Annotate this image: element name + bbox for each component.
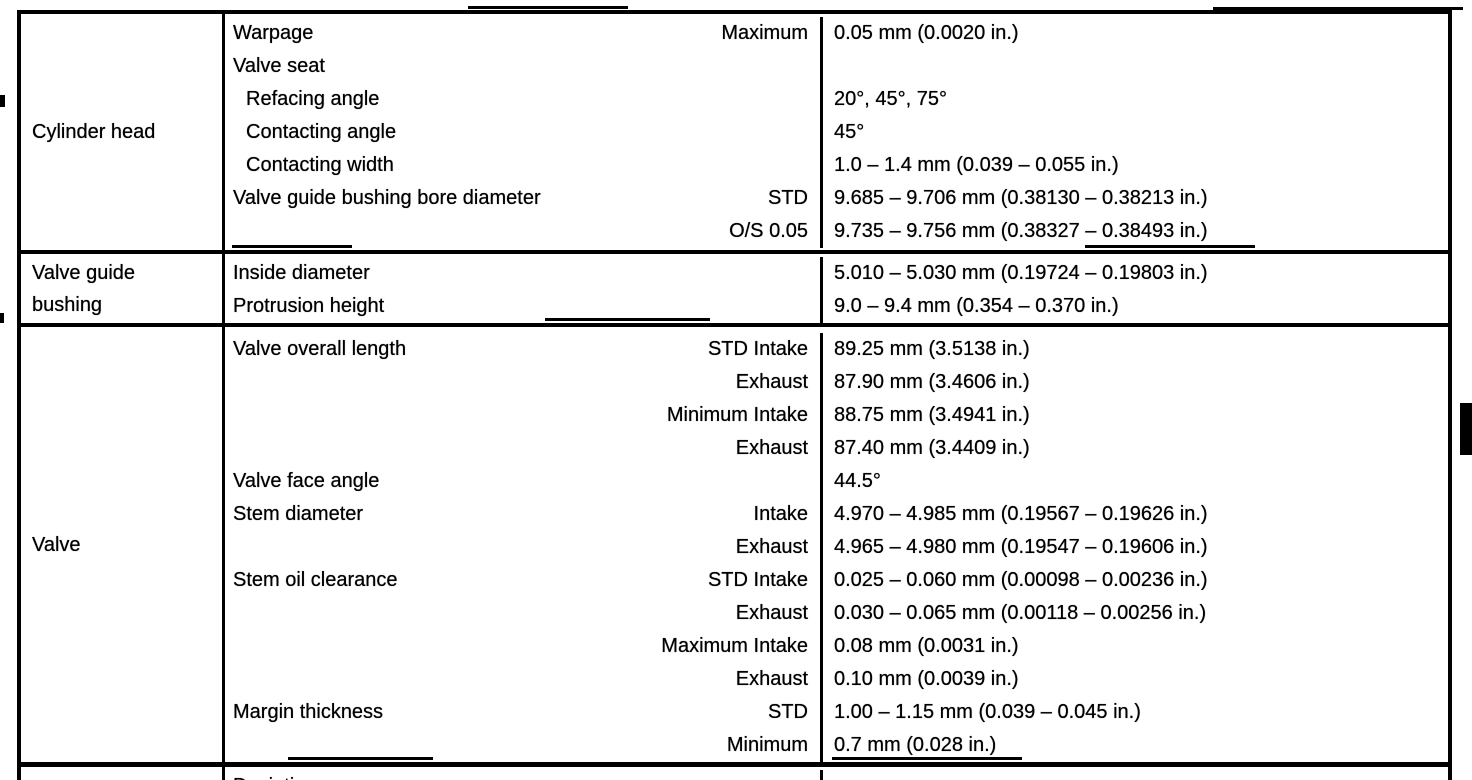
table-row: Valve seat bbox=[225, 50, 1448, 83]
scan-artifact bbox=[545, 318, 710, 321]
component-cell bbox=[21, 767, 225, 780]
table-row: Maximum Intake 0.08 mm (0.0031 in.) bbox=[225, 630, 1448, 663]
spec-value: 9.685 – 9.706 mm (0.38130 – 0.38213 in.) bbox=[834, 187, 1208, 209]
scan-artifact bbox=[1213, 7, 1463, 10]
spec-value: 89.25 mm (3.5138 in.) bbox=[834, 338, 1030, 360]
spec-value: 9.0 – 9.4 mm (0.354 – 0.370 in.) bbox=[834, 295, 1119, 317]
section-partial: Deviation bbox=[21, 762, 1448, 780]
section-rows: Inside diameter 5.010 – 5.030 mm (0.1972… bbox=[225, 254, 1448, 323]
spec-condition-label: STD bbox=[768, 701, 808, 723]
spec-value: 44.5° bbox=[834, 470, 881, 492]
spec-item-label: Deviation bbox=[233, 770, 316, 780]
spec-item-label: Inside diameter bbox=[233, 262, 370, 284]
table-row: Exhaust 4.965 – 4.980 mm (0.19547 – 0.19… bbox=[225, 531, 1448, 564]
spec-condition-label: Minimum bbox=[726, 734, 808, 756]
spec-condition-label: Exhaust bbox=[735, 602, 808, 624]
spec-item-label: Stem diameter bbox=[233, 503, 364, 525]
spec-item-label: Valve seat bbox=[233, 55, 325, 77]
table-row: Minimum Intake 88.75 mm (3.4941 in.) bbox=[225, 399, 1448, 432]
spec-value: 1.0 – 1.4 mm (0.039 – 0.055 in.) bbox=[834, 154, 1119, 176]
spec-condition-label: STD Intake bbox=[707, 569, 808, 591]
table-row: Protrusion height 9.0 – 9.4 mm (0.354 – … bbox=[225, 290, 1448, 323]
spec-item-label: Refacing angle bbox=[246, 88, 380, 110]
spec-value: 4.965 – 4.980 mm (0.19547 – 0.19606 in.) bbox=[834, 536, 1208, 558]
spec-condition-label: STD bbox=[768, 187, 808, 209]
spec-value: 5.010 – 5.030 mm (0.19724 – 0.19803 in.) bbox=[834, 262, 1208, 284]
spec-condition-label: STD Intake bbox=[707, 338, 808, 360]
spec-value: 0.7 mm (0.028 in.) bbox=[834, 734, 997, 756]
spec-value: 0.025 – 0.060 mm (0.00098 – 0.00236 in.) bbox=[834, 569, 1208, 591]
spec-value: 45° bbox=[834, 121, 865, 143]
section-cylinder-head: Cylinder head Warpage Maximum 0.05 mm (0.… bbox=[21, 14, 1448, 250]
spec-condition-label: Exhaust bbox=[735, 536, 808, 558]
scan-artifact bbox=[0, 313, 4, 323]
table-row: O/S 0.05 9.735 – 9.756 mm (0.38327 – 0.3… bbox=[225, 215, 1448, 248]
table-row: Exhaust 87.90 mm (3.4606 in.) bbox=[225, 366, 1448, 399]
spec-value: 20°, 45°, 75° bbox=[834, 88, 947, 110]
component-cell: Valve bbox=[21, 327, 225, 762]
spec-value: 9.735 – 9.756 mm (0.38327 – 0.38493 in.) bbox=[834, 220, 1208, 242]
scan-artifact bbox=[468, 6, 628, 9]
scan-artifact bbox=[1085, 245, 1255, 248]
table-row: Stem oil clearance STD Intake 0.025 – 0.0… bbox=[225, 564, 1448, 597]
spec-value bbox=[823, 50, 1448, 83]
spec-condition-label: Maximum bbox=[721, 22, 808, 44]
table-row: Exhaust 87.40 mm (3.4409 in.) bbox=[225, 432, 1448, 465]
section-valve: Valve Valve overall length STD Intake 89.… bbox=[21, 323, 1448, 762]
spec-condition-label: Exhaust bbox=[735, 437, 808, 459]
spec-item-label: Margin thickness bbox=[233, 701, 384, 723]
table-row: Inside diameter 5.010 – 5.030 mm (0.1972… bbox=[225, 257, 1448, 290]
component-cell: Cylinder head bbox=[21, 14, 225, 250]
scan-artifact bbox=[232, 245, 352, 248]
spec-value: 87.40 mm (3.4409 in.) bbox=[834, 437, 1030, 459]
spec-value: 0.08 mm (0.0031 in.) bbox=[834, 635, 1019, 657]
spec-condition-label: Intake bbox=[753, 503, 808, 525]
spec-item-label: Protrusion height bbox=[233, 295, 385, 317]
spec-condition-label: Minimum Intake bbox=[666, 404, 808, 426]
spec-value: 88.75 mm (3.4941 in.) bbox=[834, 404, 1030, 426]
table-row: Minimum 0.7 mm (0.028 in.) bbox=[225, 729, 1448, 762]
table-row: Valve overall length STD Intake 89.25 mm … bbox=[225, 333, 1448, 366]
section-rows: Deviation bbox=[225, 767, 1448, 780]
scan-artifact bbox=[288, 757, 433, 760]
spec-item-label: Valve guide bushing bore diameter bbox=[233, 187, 541, 209]
spec-item-label: Warpage bbox=[233, 22, 314, 44]
spec-value: 1.00 – 1.15 mm (0.039 – 0.045 in.) bbox=[834, 701, 1141, 723]
spec-item-label: Valve overall length bbox=[233, 338, 407, 360]
scan-artifact bbox=[0, 95, 5, 107]
spec-condition-label: Maximum Intake bbox=[661, 635, 808, 657]
spec-condition-label: Exhaust bbox=[735, 668, 808, 690]
table-row: Margin thickness STD 1.00 – 1.15 mm (0.03… bbox=[225, 696, 1448, 729]
spec-value: 87.90 mm (3.4606 in.) bbox=[834, 371, 1030, 393]
scan-artifact bbox=[832, 757, 1022, 760]
spec-table: Cylinder head Warpage Maximum 0.05 mm (0.… bbox=[17, 10, 1452, 780]
spec-item-label: Stem oil clearance bbox=[233, 569, 398, 591]
table-row: Contacting width 1.0 – 1.4 mm (0.039 – 0… bbox=[225, 149, 1448, 182]
spec-item-label: Valve face angle bbox=[233, 470, 380, 492]
table-row: Valve face angle 44.5° bbox=[225, 465, 1448, 498]
spec-value bbox=[823, 770, 1448, 780]
spec-value: 4.970 – 4.985 mm (0.19567 – 0.19626 in.) bbox=[834, 503, 1208, 525]
spec-condition-label: Exhaust bbox=[735, 371, 808, 393]
table-row: Contacting angle 45° bbox=[225, 116, 1448, 149]
spec-item-label: Contacting width bbox=[246, 154, 394, 176]
spec-value: 0.030 – 0.065 mm (0.00118 – 0.00256 in.) bbox=[834, 602, 1207, 624]
table-row: Warpage Maximum 0.05 mm (0.0020 in.) bbox=[225, 17, 1448, 50]
component-cell: Valve guide bushing bbox=[21, 254, 225, 323]
page-edge-tab bbox=[1460, 403, 1472, 455]
spec-item-label: Contacting angle bbox=[246, 121, 397, 143]
table-row: Deviation bbox=[225, 770, 1448, 780]
table-row: Exhaust 0.10 mm (0.0039 in.) bbox=[225, 663, 1448, 696]
table-row: Refacing angle 20°, 45°, 75° bbox=[225, 83, 1448, 116]
table-row: Stem diameter Intake 4.970 – 4.985 mm (0.… bbox=[225, 498, 1448, 531]
table-row: Exhaust 0.030 – 0.065 mm (0.00118 – 0.00… bbox=[225, 597, 1448, 630]
table-row: Valve guide bushing bore diameter STD 9.6… bbox=[225, 182, 1448, 215]
spec-value: 0.10 mm (0.0039 in.) bbox=[834, 668, 1019, 690]
section-rows: Valve overall length STD Intake 89.25 mm … bbox=[225, 327, 1448, 762]
spec-condition-label: O/S 0.05 bbox=[729, 220, 808, 242]
spec-value: 0.05 mm (0.0020 in.) bbox=[834, 22, 1019, 44]
section-rows: Warpage Maximum 0.05 mm (0.0020 in.) Valv… bbox=[225, 14, 1448, 250]
section-valve-guide-bushing: Valve guide bushing Inside diameter 5.01… bbox=[21, 250, 1448, 323]
